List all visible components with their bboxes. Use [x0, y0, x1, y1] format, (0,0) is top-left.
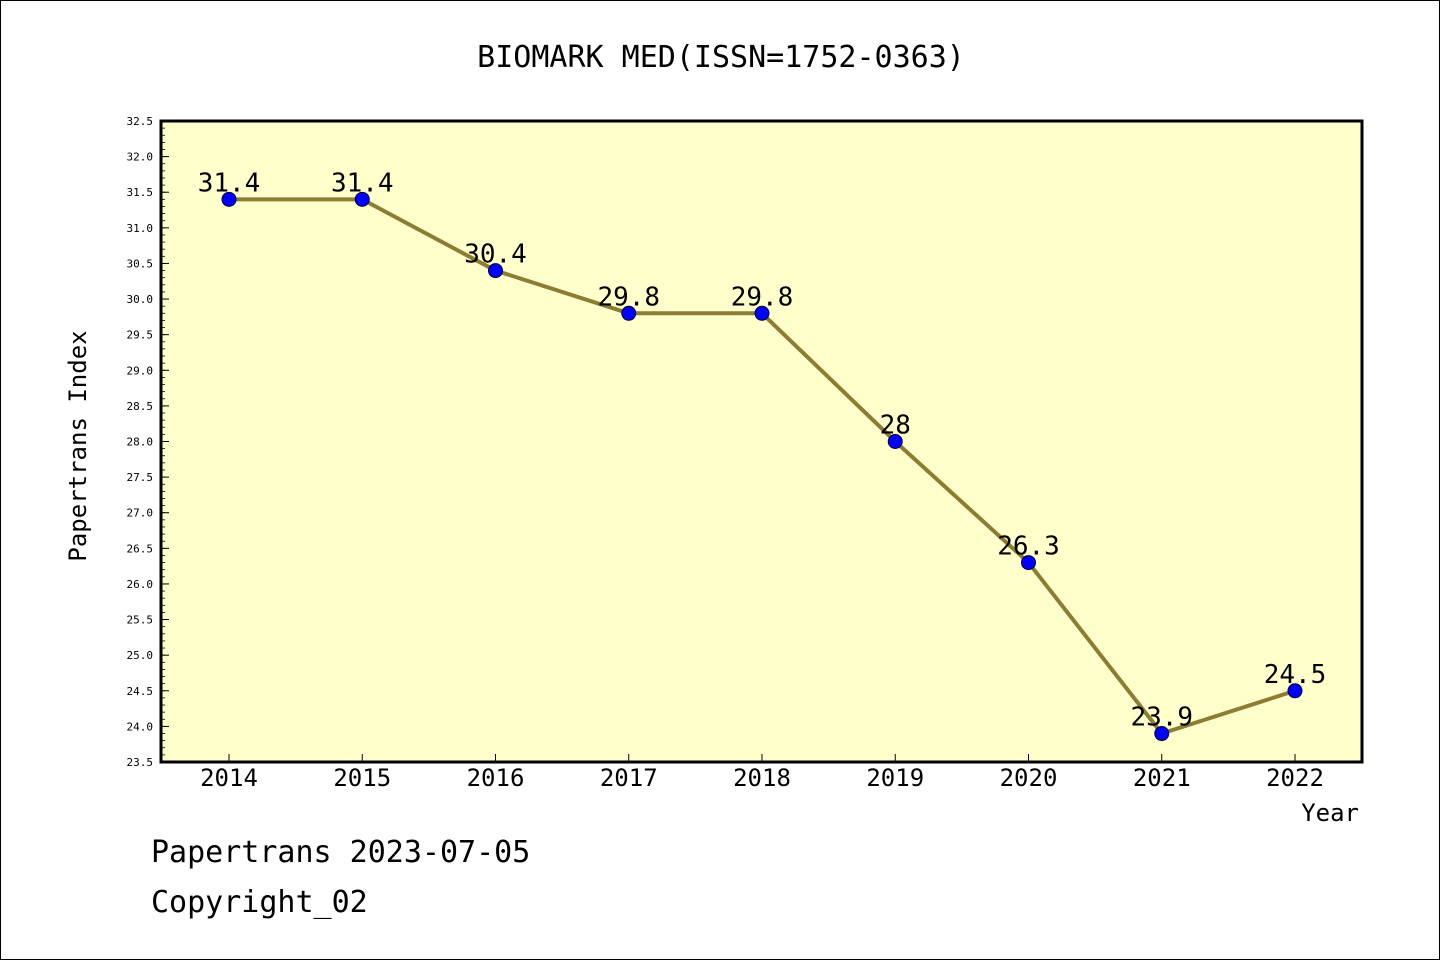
footer-copyright: Copyright_02 — [151, 885, 368, 920]
data-point — [221, 191, 237, 207]
data-label: 30.4 — [464, 240, 527, 270]
data-label: 28 — [880, 411, 911, 441]
data-point — [488, 263, 503, 279]
y-tick-label: 30.0 — [127, 293, 154, 306]
y-tick-label: 24.0 — [127, 720, 154, 733]
y-tick-label: 28.5 — [127, 400, 154, 413]
data-label: 29.8 — [597, 282, 660, 312]
data-point — [754, 305, 770, 321]
y-tick-label: 25.0 — [127, 649, 154, 662]
y-axis-label: Papertrans Index — [64, 330, 92, 561]
data-label: 29.8 — [731, 282, 794, 312]
data-series: 31.4 31.4 30.4 29.8 29.8 28 26.3 23.9 24.5 — [198, 168, 1327, 742]
y-tick-label: 25.5 — [127, 614, 154, 627]
y-tick-label: 27.5 — [127, 471, 154, 484]
y-tick-label: 28.0 — [127, 436, 154, 449]
x-tick-label: 2014 — [200, 764, 258, 792]
footer-date-stamp: Papertrans 2023-07-05 — [151, 835, 531, 870]
x-axis: 2014 2015 2016 2017 2018 2019 2020 2021 2022 — [200, 754, 1324, 792]
x-tick-label: 2016 — [467, 764, 525, 792]
y-tick-label: 23.5 — [127, 756, 154, 769]
data-point — [1021, 555, 1036, 571]
y-tick-label: 26.5 — [127, 542, 154, 555]
data-label: 23.9 — [1130, 703, 1193, 733]
plot-frame — [159, 119, 1364, 764]
data-point — [1287, 683, 1303, 699]
x-tick-label: 2017 — [600, 764, 658, 792]
y-tick-label: 31.0 — [127, 222, 154, 235]
data-label: 31.4 — [198, 168, 261, 198]
y-tick-label: 29.5 — [127, 329, 154, 342]
x-tick-label: 2018 — [733, 764, 791, 792]
data-point — [354, 191, 370, 207]
chart-title: BIOMARK MED(ISSN=1752-0363) — [477, 40, 965, 75]
y-tick-label: 26.0 — [127, 578, 154, 591]
y-tick-label: 29.0 — [127, 364, 154, 377]
x-tick-label: 2015 — [333, 764, 391, 792]
y-tick-label: 27.0 — [127, 507, 154, 520]
y-tick-label: 30.5 — [127, 257, 154, 270]
x-tick-label: 2021 — [1133, 764, 1191, 792]
y-tick-label: 24.5 — [127, 685, 154, 698]
data-point — [887, 434, 903, 449]
y-tick-label: 32.5 — [127, 115, 154, 128]
y-tick-label: 31.5 — [127, 186, 154, 199]
x-tick-label: 2020 — [1000, 764, 1058, 792]
data-point — [1154, 726, 1170, 742]
x-axis-label: Year — [1301, 799, 1359, 827]
data-point — [621, 305, 637, 321]
plot-area — [161, 121, 1362, 762]
y-tick-label: 32.0 — [127, 151, 154, 164]
x-tick-label: 2019 — [866, 764, 924, 792]
data-label: 24.5 — [1264, 660, 1327, 690]
x-tick-label: 2022 — [1266, 764, 1324, 792]
data-label: 31.4 — [331, 168, 394, 198]
data-label: 26.3 — [997, 532, 1060, 562]
